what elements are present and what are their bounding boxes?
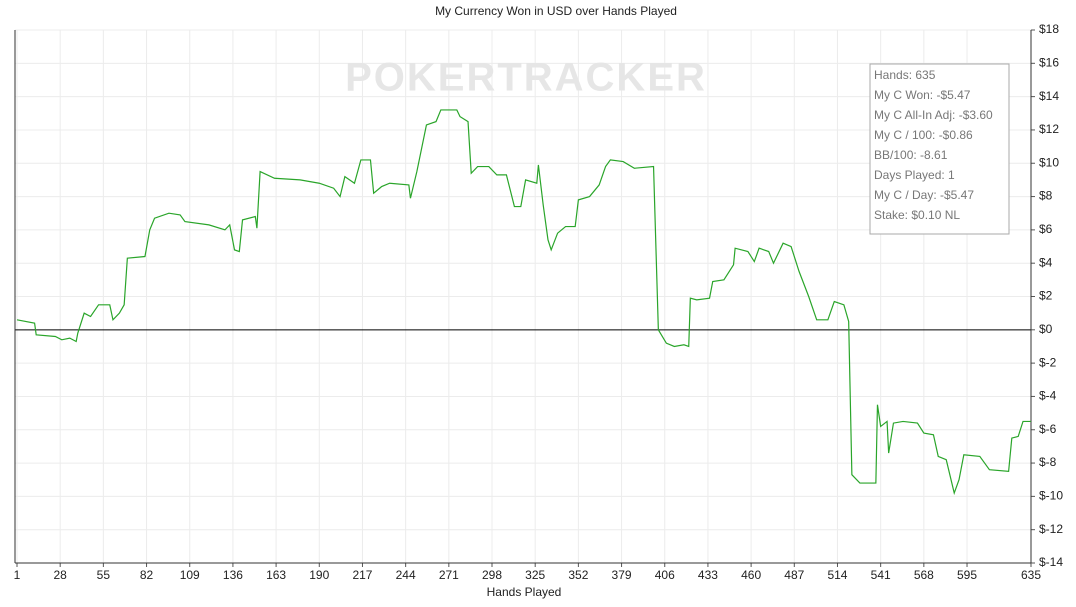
y-tick-label: $4 <box>1039 255 1053 269</box>
x-tick-label: 217 <box>352 568 372 582</box>
x-tick-label: 460 <box>741 568 761 582</box>
y-tick-label: $14 <box>1039 89 1059 103</box>
x-tick-label: 55 <box>97 568 111 582</box>
y-tick-label: $0 <box>1039 322 1053 336</box>
y-tick-label: $-8 <box>1039 455 1057 469</box>
watermark: POKERTRACKER <box>345 56 707 100</box>
tooltip-box <box>869 63 1010 235</box>
y-tick-label: $-10 <box>1039 489 1063 503</box>
tooltip-line: My C / 100: -$0.86 <box>874 128 973 142</box>
y-tick-label: $2 <box>1039 289 1053 303</box>
tooltip-line: My C Won: -$5.47 <box>874 88 971 102</box>
y-tick-label: $6 <box>1039 222 1053 236</box>
x-tick-label: 433 <box>698 568 718 582</box>
tooltip-line: My C / Day: -$5.47 <box>874 188 974 202</box>
tooltip-line: Stake: $0.10 NL <box>874 208 960 222</box>
x-tick-label: 82 <box>140 568 154 582</box>
x-tick-label: 635 <box>1021 568 1041 582</box>
y-tick-label: $-14 <box>1039 555 1063 569</box>
x-tick-label: 541 <box>871 568 891 582</box>
tooltip: Hands: 635 My C Won: -$5.47 My C All-In Ad… <box>869 63 1010 235</box>
x-tick-label: 568 <box>914 568 934 582</box>
y-tick-label: $16 <box>1039 55 1059 69</box>
tooltip-line: Days Played: 1 <box>874 168 955 182</box>
x-tick-label: 28 <box>54 568 68 582</box>
y-tick-label: $18 <box>1039 22 1059 36</box>
x-tick-label: 595 <box>957 568 977 582</box>
x-tick-label: 406 <box>655 568 675 582</box>
tooltip-line: My C All-In Adj: -$3.60 <box>874 108 993 122</box>
x-tick-label: 271 <box>439 568 459 582</box>
x-tick-label: 163 <box>266 568 286 582</box>
x-tick-label: 244 <box>396 568 416 582</box>
y-tick-label: $-4 <box>1039 389 1057 403</box>
y-tick-label: $-6 <box>1039 422 1057 436</box>
x-tick-label: 379 <box>612 568 632 582</box>
x-tick-label: 298 <box>482 568 502 582</box>
x-tick-label: 190 <box>309 568 329 582</box>
y-tick-label: $-12 <box>1039 522 1063 536</box>
tooltip-line: Hands: 635 <box>874 68 936 82</box>
x-axis-label: Hands Played <box>487 585 562 599</box>
x-tick-label: 136 <box>223 568 243 582</box>
chart-title: My Currency Won in USD over Hands Played <box>435 4 677 18</box>
y-tick-label: $-2 <box>1039 355 1057 369</box>
x-tick-label: 109 <box>180 568 200 582</box>
y-tick-label: $10 <box>1039 155 1059 169</box>
y-tick-label: $12 <box>1039 122 1059 136</box>
x-tick-label: 352 <box>568 568 588 582</box>
x-tick-label: 487 <box>784 568 804 582</box>
tooltip-line: BB/100: -8.61 <box>874 148 948 162</box>
line-series <box>16 109 1031 496</box>
x-tick-label: 514 <box>827 568 847 582</box>
x-tick-label: 325 <box>525 568 545 582</box>
x-tick-label: 1 <box>14 568 21 582</box>
y-tick-label: $8 <box>1039 189 1053 203</box>
